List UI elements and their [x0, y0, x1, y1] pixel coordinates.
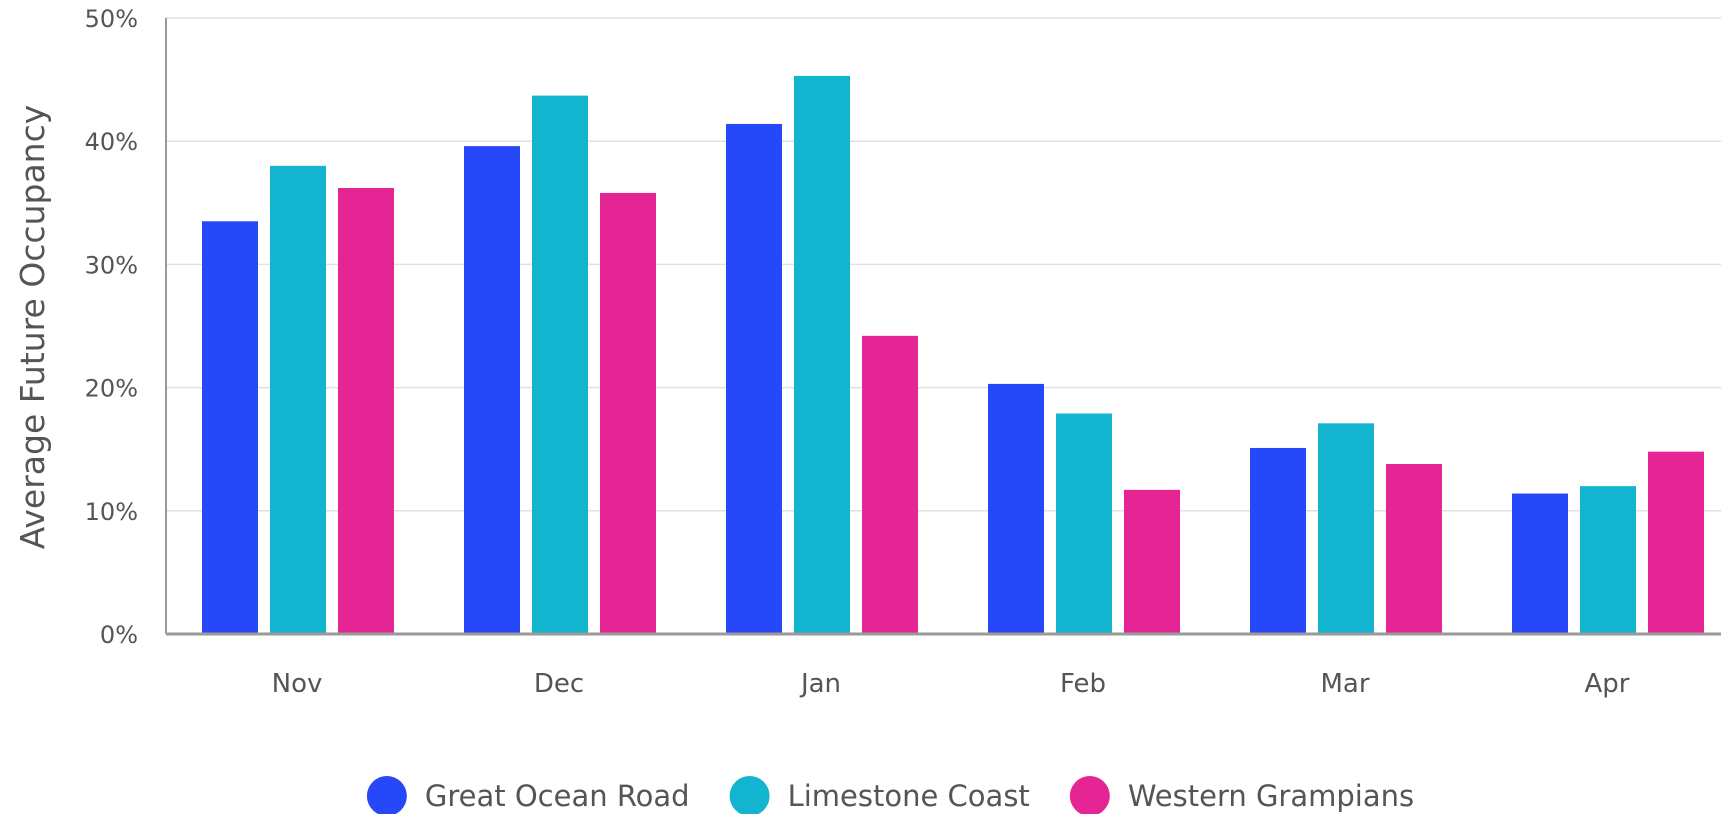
bar-feb-series-3[interactable]	[1124, 489, 1180, 634]
bar-dec-series-3[interactable]	[600, 192, 656, 634]
bar-apr-series-2[interactable]	[1580, 486, 1636, 634]
bar-apr-series-3[interactable]	[1648, 451, 1704, 634]
y-tick-label: 50%	[85, 5, 138, 33]
x-tick-label: Nov	[272, 669, 323, 699]
bar-dec-series-1[interactable]	[464, 146, 520, 635]
grid-lines	[166, 17, 1721, 512]
y-axis-label: Average Future Occupancy	[13, 105, 52, 550]
y-tick-label: 10%	[85, 498, 138, 526]
bar-nov-series-1[interactable]	[202, 221, 258, 634]
bar-jan-series-3[interactable]	[862, 335, 918, 634]
bar-nov-series-3[interactable]	[338, 188, 394, 635]
axes: 0% 10% 20% 30% 40% 50% Nov Dec Jan Feb Mar Apr	[85, 5, 1721, 699]
x-tick-label: Dec	[534, 669, 584, 699]
legend-swatch	[366, 776, 407, 816]
legend-swatch	[729, 776, 770, 816]
legend-item[interactable]: Limestone Coast	[729, 776, 1030, 816]
bar-mar-series-3[interactable]	[1386, 463, 1442, 634]
y-tick-label: 20%	[85, 375, 138, 403]
bar-jan-series-1[interactable]	[726, 123, 782, 635]
x-tick-label: Mar	[1320, 669, 1369, 699]
y-tick-label: 0%	[100, 621, 138, 649]
legend-swatch	[1069, 776, 1110, 816]
legend: Great Ocean Road Limestone Coast Western G…	[366, 776, 1414, 816]
bars	[202, 75, 1704, 635]
bar-mar-series-1[interactable]	[1250, 447, 1306, 634]
y-tick-label: 40%	[85, 128, 138, 156]
bar-jan-series-2[interactable]	[794, 75, 850, 635]
bar-mar-series-2[interactable]	[1318, 423, 1374, 634]
bar-feb-series-2[interactable]	[1056, 413, 1112, 634]
y-tick-label: 30%	[85, 251, 138, 279]
legend-item[interactable]: Western Grampians	[1069, 776, 1414, 816]
x-tick-label: Feb	[1060, 669, 1106, 699]
legend-label: Western Grampians	[1128, 779, 1414, 813]
bar-apr-series-1[interactable]	[1512, 493, 1568, 634]
legend-label: Limestone Coast	[788, 779, 1030, 813]
bar-feb-series-1[interactable]	[988, 383, 1044, 634]
legend-label: Great Ocean Road	[425, 779, 690, 813]
x-tick-label: Apr	[1585, 669, 1630, 699]
bar-dec-series-2[interactable]	[532, 95, 588, 635]
bar-nov-series-2[interactable]	[270, 165, 326, 634]
x-tick-label: Jan	[799, 669, 841, 699]
legend-item[interactable]: Great Ocean Road	[366, 776, 690, 816]
